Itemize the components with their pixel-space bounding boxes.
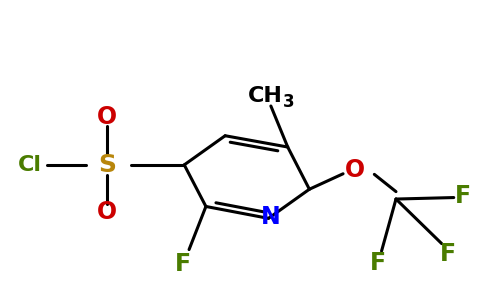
- Text: CH: CH: [248, 86, 283, 106]
- Text: S: S: [98, 153, 116, 177]
- Text: Cl: Cl: [18, 155, 42, 175]
- Text: F: F: [370, 251, 386, 275]
- Text: F: F: [455, 184, 471, 208]
- Text: O: O: [97, 105, 117, 129]
- Text: 3: 3: [282, 93, 294, 111]
- Text: O: O: [97, 200, 117, 224]
- Text: N: N: [261, 205, 281, 229]
- Text: O: O: [345, 158, 365, 182]
- Text: F: F: [440, 242, 456, 266]
- Text: F: F: [175, 251, 191, 275]
